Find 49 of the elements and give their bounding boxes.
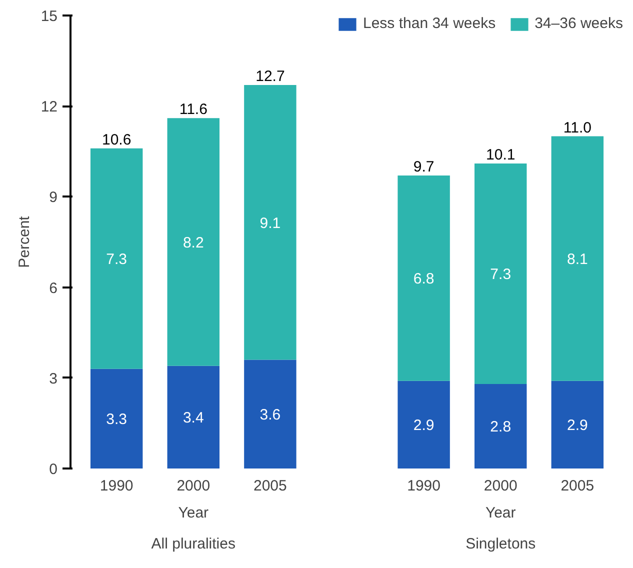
x-tick-label: 1990 — [100, 478, 134, 494]
x-tick-label: 2000 — [176, 478, 210, 494]
bar — [551, 136, 604, 381]
data-label: 3.3 — [106, 411, 128, 428]
bar — [90, 368, 143, 468]
bar — [474, 163, 527, 384]
y-axis-title: Percent — [16, 215, 33, 268]
total-label: 11.0 — [563, 119, 592, 136]
total-label: 9.7 — [413, 158, 434, 176]
x-tick-label: 1990 — [407, 478, 440, 494]
x-axis-title: Year — [178, 504, 209, 522]
data-label: 2.9 — [566, 417, 588, 434]
data-label: 8.1 — [566, 251, 588, 268]
text: All pluralities — [151, 536, 236, 552]
y-tick-label: 9 — [49, 189, 58, 206]
bar — [551, 380, 604, 468]
legend-label: Less than 34 weeks — [363, 15, 496, 32]
bar — [244, 84, 296, 360]
y-tick-label: 0 — [49, 461, 58, 478]
total-label: 12.7 — [256, 68, 285, 85]
legend-label: 34–36 weeks — [534, 15, 623, 32]
x-tick-label: 2005 — [560, 478, 594, 494]
data-label: 2.9 — [413, 417, 434, 434]
y-tick-label: 15 — [40, 8, 58, 25]
y-tick-label: 6 — [49, 280, 58, 297]
bar — [90, 148, 143, 369]
bar — [167, 118, 220, 366]
data-label: 7.3 — [106, 251, 128, 268]
y-tick-label: 12 — [40, 98, 58, 116]
data-label: 3.6 — [260, 406, 281, 424]
bar — [167, 366, 220, 468]
data-label: 3.4 — [182, 410, 204, 427]
total-label: 10.1 — [486, 146, 516, 164]
bar — [398, 380, 450, 468]
bar — [398, 176, 450, 381]
total-label: 10.6 — [102, 131, 132, 148]
data-label: 9.1 — [260, 214, 281, 232]
y-tick-label: 3 — [49, 370, 58, 388]
data-label: 6.8 — [413, 270, 434, 288]
bar — [244, 360, 296, 468]
text: Singletons — [466, 536, 536, 552]
total-label: 11.6 — [179, 101, 208, 118]
data-label: 7.3 — [490, 266, 512, 284]
x-tick-label: 2000 — [484, 478, 518, 494]
x-tick-label: 2005 — [254, 478, 287, 494]
text: Year — [485, 504, 516, 522]
data-label: 8.2 — [182, 234, 204, 252]
data-label: 2.8 — [490, 418, 512, 436]
bar — [474, 384, 527, 468]
